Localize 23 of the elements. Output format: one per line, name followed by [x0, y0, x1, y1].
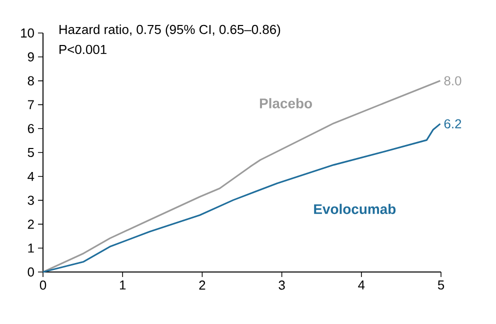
- y-tick-label: 8: [28, 76, 34, 86]
- text: Evolocumab: [314, 204, 396, 214]
- x-tick-label: 4: [358, 280, 365, 290]
- y-tick-label: 5: [28, 148, 34, 158]
- y-tick-label: 0: [28, 267, 34, 277]
- x-tick-label: 5: [438, 280, 444, 290]
- x-tick-label: 2: [199, 280, 206, 290]
- data-label: 8.0: [444, 76, 462, 86]
- y-tick-label: 4: [28, 172, 34, 181]
- series-label: Placebo: [260, 98, 312, 108]
- y-tick-label: 2: [28, 220, 34, 229]
- annotation: Hazard ratio, 0.75 (95% CI, 0.65–0.86): [60, 24, 280, 37]
- y-tick-label: 10: [21, 28, 34, 38]
- annotation: P<0.001: [60, 44, 106, 54]
- y-tick-label: 6: [28, 124, 34, 134]
- data-label: 6.2: [444, 119, 462, 128]
- x-tick-label: 1: [120, 280, 126, 290]
- x-tick-label: 3: [278, 280, 285, 290]
- y-tick-label: 3: [28, 196, 34, 205]
- y-tick-label: 1: [28, 244, 34, 253]
- y-tick-label: 9: [28, 52, 34, 62]
- x-tick-label: 0: [40, 280, 46, 290]
- y-tick-label: 7: [28, 100, 34, 110]
